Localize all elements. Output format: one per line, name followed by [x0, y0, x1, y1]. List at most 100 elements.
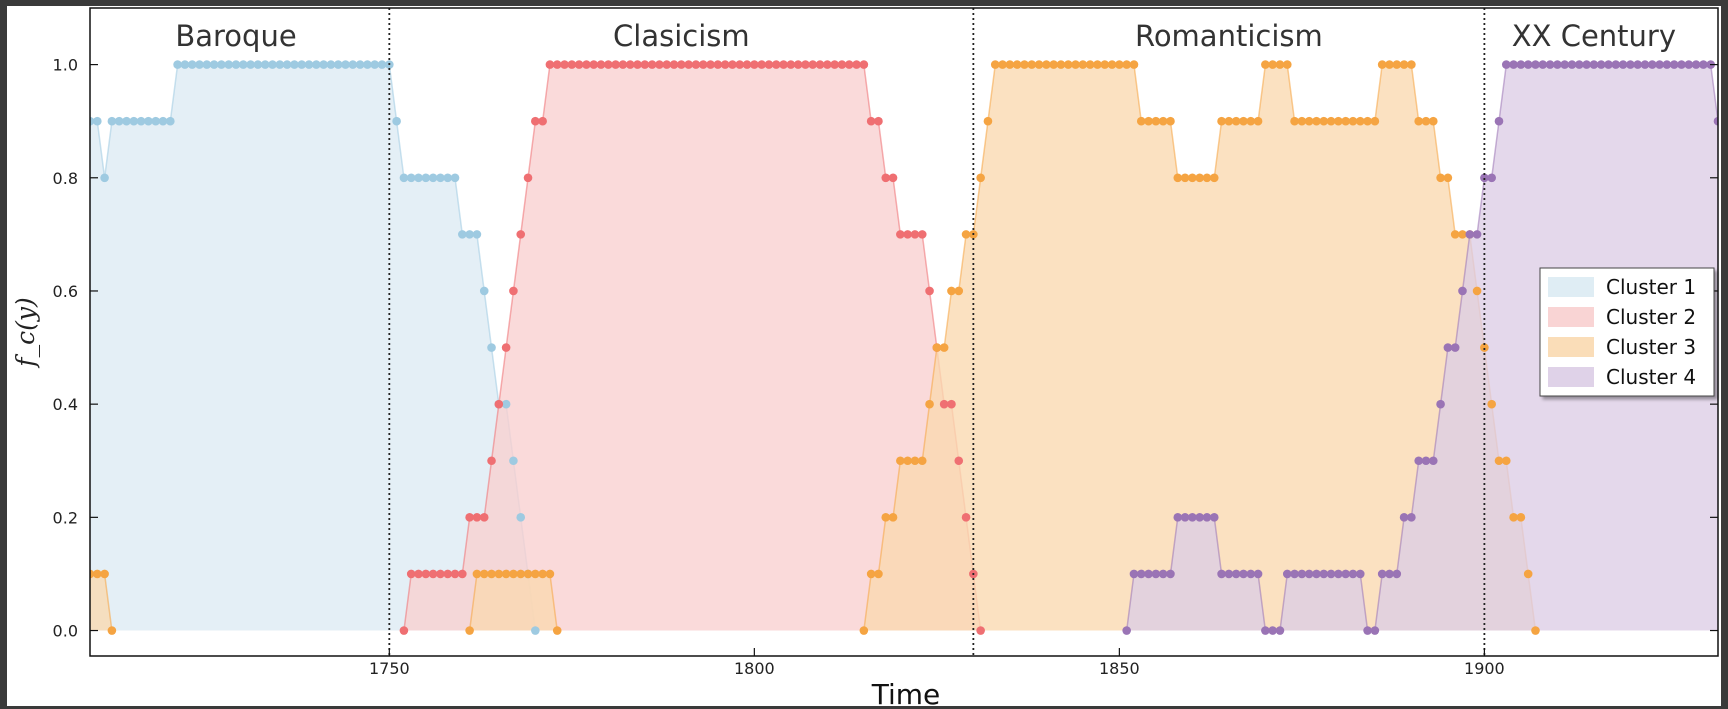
data-point — [793, 60, 803, 69]
data-point — [604, 60, 613, 69]
data-point — [830, 60, 839, 69]
data-point — [282, 60, 292, 69]
data-point — [538, 569, 547, 579]
data-point — [1428, 116, 1438, 126]
data-point — [1209, 173, 1219, 183]
data-point — [706, 60, 715, 69]
data-point — [574, 60, 584, 69]
data-point — [1012, 60, 1022, 69]
x-tick-label: 1750 — [369, 659, 410, 678]
data-point — [611, 60, 620, 69]
data-point — [1107, 60, 1117, 69]
data-point — [239, 60, 248, 69]
data-point — [479, 286, 489, 296]
data-point — [1465, 230, 1475, 239]
data-point — [450, 569, 460, 579]
data-point — [100, 173, 109, 183]
data-point — [1355, 116, 1365, 126]
data-point — [961, 513, 971, 522]
data-point — [209, 60, 219, 69]
data-point — [1326, 116, 1336, 126]
data-point — [333, 60, 343, 69]
data-point — [1239, 116, 1248, 126]
data-point — [983, 116, 993, 126]
data-point — [1297, 116, 1307, 126]
data-point — [1626, 60, 1635, 69]
data-point — [443, 569, 453, 579]
legend: Cluster 1 Cluster 2 Cluster 3 Cluster 4 — [1539, 267, 1715, 397]
data-point — [406, 173, 416, 183]
data-point — [990, 60, 1000, 69]
data-point — [560, 60, 569, 69]
data-point — [1370, 116, 1380, 126]
data-point — [1341, 569, 1350, 579]
data-point — [625, 60, 635, 69]
data-point — [1516, 513, 1526, 522]
data-point — [1611, 60, 1621, 69]
data-point — [866, 116, 876, 126]
data-point — [1136, 116, 1146, 126]
data-point — [691, 60, 701, 69]
data-point — [297, 60, 307, 69]
data-point — [312, 60, 321, 69]
data-point — [458, 569, 467, 579]
legend-label: Cluster 3 — [1606, 335, 1696, 359]
data-point — [1545, 60, 1555, 69]
data-point — [1487, 399, 1496, 409]
data-point — [1304, 569, 1314, 579]
legend-label: Cluster 2 — [1606, 305, 1696, 329]
data-point — [771, 60, 781, 69]
data-point — [662, 60, 672, 69]
data-point — [443, 173, 453, 183]
data-point — [947, 399, 956, 409]
data-point — [1144, 116, 1153, 126]
data-point — [852, 60, 861, 69]
data-point — [1166, 569, 1175, 579]
data-point — [450, 173, 460, 183]
data-point — [1589, 60, 1599, 69]
data-point — [1436, 399, 1445, 409]
data-point — [1669, 60, 1679, 69]
data-point — [1392, 569, 1402, 579]
data-point — [509, 569, 518, 579]
data-point — [355, 60, 365, 69]
data-point — [1399, 513, 1409, 522]
data-point — [947, 286, 956, 296]
data-point — [728, 60, 737, 69]
data-point — [1071, 60, 1080, 69]
y-tick-label: 0.4 — [53, 395, 78, 414]
data-point — [523, 173, 533, 183]
data-point — [896, 230, 905, 239]
data-point — [93, 569, 102, 579]
data-point — [1319, 116, 1329, 126]
data-point — [1480, 173, 1489, 183]
data-point — [1655, 60, 1664, 69]
data-point — [268, 60, 277, 69]
data-point — [406, 569, 416, 579]
data-point — [1136, 569, 1146, 579]
data-point — [1334, 569, 1343, 579]
y-tick-label: 1.0 — [53, 56, 78, 75]
data-point — [392, 116, 401, 126]
data-point — [976, 626, 985, 635]
legend-swatch — [1548, 277, 1594, 297]
data-point — [436, 569, 445, 579]
data-point — [1144, 569, 1153, 579]
data-point — [501, 569, 511, 579]
data-point — [1268, 60, 1277, 69]
data-point — [523, 569, 533, 579]
data-point — [998, 60, 1007, 69]
data-point — [180, 60, 190, 69]
x-tick-label: 1900 — [1464, 659, 1505, 678]
data-point — [93, 116, 102, 126]
data-point — [1538, 60, 1548, 69]
data-point — [428, 569, 438, 579]
data-point — [1173, 173, 1183, 183]
data-point — [1421, 116, 1431, 126]
data-point — [246, 60, 255, 69]
data-point — [531, 569, 540, 579]
data-point — [932, 343, 942, 352]
data-point — [1246, 116, 1256, 126]
series-3-area — [863, 64, 1536, 631]
data-point — [231, 60, 241, 69]
